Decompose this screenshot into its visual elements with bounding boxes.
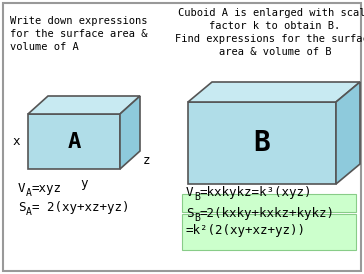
Text: volume of A: volume of A xyxy=(10,42,79,52)
Text: for the surface area &: for the surface area & xyxy=(10,29,147,39)
Text: V: V xyxy=(18,182,25,195)
Text: Write down expressions: Write down expressions xyxy=(10,16,147,26)
Text: =xyz: =xyz xyxy=(32,182,62,195)
Text: =kxkykz=k³(xyz): =kxkykz=k³(xyz) xyxy=(200,186,313,199)
Text: z: z xyxy=(143,153,150,167)
Text: S: S xyxy=(186,207,194,220)
Polygon shape xyxy=(28,114,120,169)
Text: B: B xyxy=(254,129,270,157)
Text: y: y xyxy=(80,177,88,190)
Text: S: S xyxy=(18,201,25,214)
Polygon shape xyxy=(188,102,336,184)
Polygon shape xyxy=(336,82,360,184)
Text: = 2(xy+xz+yz): = 2(xy+xz+yz) xyxy=(32,201,130,214)
Bar xyxy=(182,214,356,250)
Text: =k²(2(xy+xz+yz)): =k²(2(xy+xz+yz)) xyxy=(186,224,306,237)
Text: A: A xyxy=(67,132,81,152)
Bar xyxy=(182,194,356,212)
Polygon shape xyxy=(120,96,140,169)
Text: A: A xyxy=(26,207,32,217)
Text: Cuboid A is enlarged with scale: Cuboid A is enlarged with scale xyxy=(178,8,364,18)
Text: area & volume of B: area & volume of B xyxy=(219,47,331,57)
Text: x: x xyxy=(12,135,20,148)
Polygon shape xyxy=(188,82,360,102)
Text: V: V xyxy=(186,186,194,199)
Text: =2(kxky+kxkz+kykz): =2(kxky+kxkz+kykz) xyxy=(200,207,335,220)
Text: B: B xyxy=(194,213,200,223)
Polygon shape xyxy=(28,96,140,114)
Text: Find expressions for the surface: Find expressions for the surface xyxy=(175,34,364,44)
Text: B: B xyxy=(194,192,200,202)
Text: A: A xyxy=(26,188,32,198)
Text: factor k to obtain B.: factor k to obtain B. xyxy=(209,21,341,31)
